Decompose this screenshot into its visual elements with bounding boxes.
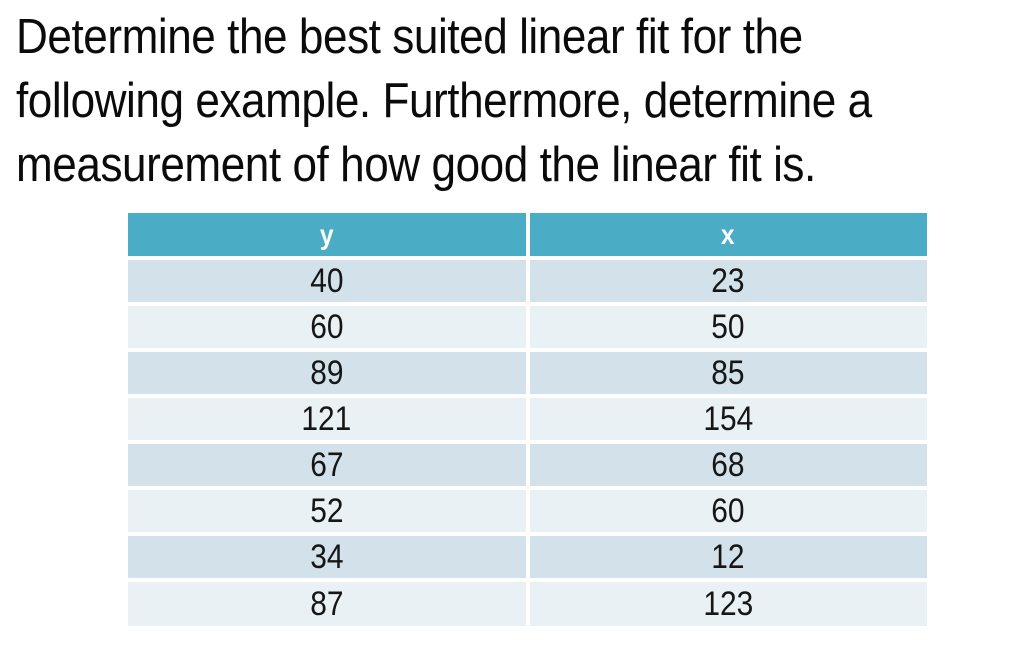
cell-value: 67 [310, 445, 344, 484]
cell-value: 154 [703, 399, 754, 438]
table-row: 60 50 [128, 304, 927, 352]
cell-value: 52 [310, 491, 344, 530]
cell-value: 40 [310, 261, 344, 300]
column-header-y: y [128, 213, 530, 260]
cell-value: 87 [310, 584, 344, 623]
title-line: following example. Furthermore, determin… [16, 74, 872, 128]
cell-value: 68 [711, 445, 745, 484]
table-cell: 123 [527, 580, 927, 626]
table-cell: 40 [128, 258, 530, 306]
cell-value: 123 [703, 584, 754, 623]
cell-value: 89 [310, 353, 344, 392]
table-row: 121 154 [128, 396, 927, 444]
cell-value: 12 [711, 537, 745, 576]
table-row: 40 23 [128, 258, 927, 306]
table-cell: 52 [128, 488, 530, 536]
table-cell: 23 [527, 258, 927, 306]
table-cell: 68 [527, 442, 927, 490]
cell-value: 60 [310, 307, 344, 346]
question-title: Determine the best suited linear fit for… [16, 5, 967, 197]
cell-value: 60 [711, 491, 745, 530]
table-cell: 60 [128, 304, 530, 352]
table-cell: 85 [527, 350, 927, 398]
table-cell: 121 [128, 396, 530, 444]
cell-value: 50 [711, 307, 745, 346]
table-cell: 154 [527, 396, 927, 444]
table-row: 34 12 [128, 534, 927, 582]
table-row: 89 85 [128, 350, 927, 398]
cell-value: 23 [711, 261, 745, 300]
table-cell: 60 [527, 488, 927, 536]
table-cell: 34 [128, 534, 530, 582]
table-row: 67 68 [128, 442, 927, 490]
table-cell: 89 [128, 350, 530, 398]
table-row: 52 60 [128, 488, 927, 536]
table-cell: 50 [527, 304, 927, 352]
header-row: y x [128, 213, 927, 260]
cell-value: 85 [711, 353, 745, 392]
data-table: y x 40 23 60 50 89 85 121 154 67 [128, 213, 927, 626]
table-cell: 67 [128, 442, 530, 490]
column-header-x-label: x [721, 218, 736, 250]
cell-value: 121 [301, 399, 352, 438]
column-header-y-label: y [319, 218, 334, 250]
table-cell: 12 [527, 534, 927, 582]
column-header-x: x [527, 213, 927, 260]
table-cell: 87 [128, 580, 530, 626]
cell-value: 34 [310, 537, 344, 576]
title-line: measurement of how good the linear fit i… [16, 138, 816, 192]
title-line: Determine the best suited linear fit for… [16, 10, 803, 64]
table-row: 87 123 [128, 580, 927, 626]
